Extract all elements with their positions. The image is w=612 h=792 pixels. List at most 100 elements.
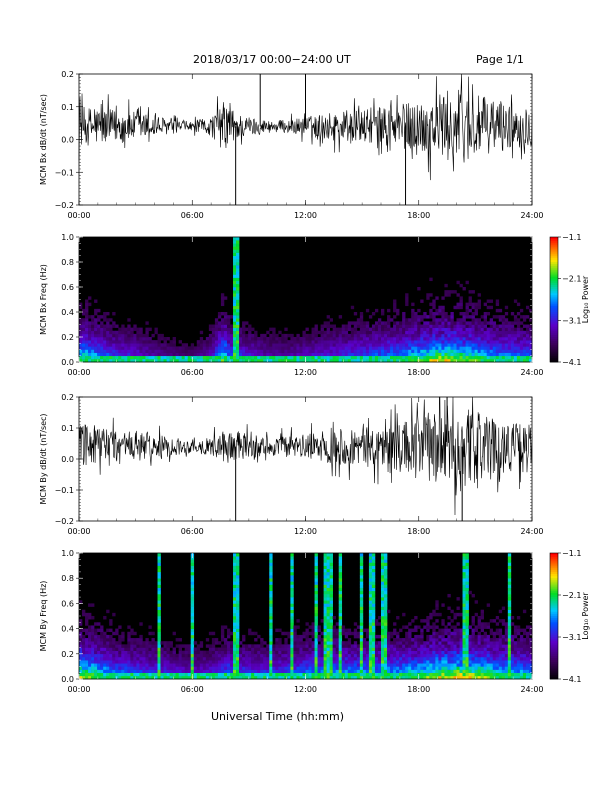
spectro-cell (390, 656, 394, 661)
spectro-cell (344, 333, 349, 338)
spectro-cell (226, 666, 231, 670)
spectro-cell (450, 333, 454, 338)
spectro-cell (462, 346, 466, 350)
spectro-cell (236, 308, 240, 313)
spectro-cell (353, 641, 358, 645)
spectro-cell (314, 663, 318, 667)
spectro-cell (326, 568, 330, 573)
spectro-cell (513, 358, 518, 363)
spectro-cell (299, 650, 303, 655)
spectro-cell (145, 656, 149, 661)
spectro-cell (420, 349, 424, 353)
spectro-cell (220, 663, 225, 667)
spectro-cell (236, 355, 240, 360)
spectro-cell (314, 641, 318, 645)
spectro-cell (272, 337, 276, 341)
spectro-cell (362, 358, 367, 363)
spectro-cell (257, 634, 261, 639)
spectro-cell (112, 660, 116, 664)
spectro-cell (178, 644, 182, 648)
spectro-cell (341, 330, 346, 335)
spectro-cell (332, 653, 336, 658)
spectro-cell (130, 647, 134, 651)
spectro-cell (217, 330, 222, 335)
spectro-cell (477, 293, 481, 297)
spectro-cell (82, 634, 86, 639)
spectro-cell (450, 666, 454, 670)
spectro-cell (284, 358, 288, 363)
spectro-cell (109, 355, 113, 360)
spectro-cell (480, 660, 484, 664)
spectro-cell (320, 672, 324, 677)
spectro-cell (341, 644, 346, 648)
y-tick-label: 0.1 (61, 424, 74, 433)
spectro-cell (220, 318, 225, 322)
spectro-cell (287, 666, 291, 670)
spectro-cell (100, 656, 104, 661)
spectro-cell (329, 562, 333, 566)
spectro-cell (299, 669, 303, 673)
spectro-cell (335, 340, 340, 344)
spectro-cell (462, 349, 466, 353)
spectro-cell (94, 631, 98, 636)
spectro-cell (190, 619, 195, 623)
spectro-cell (160, 675, 164, 680)
spectro-cell (106, 340, 110, 344)
spectro-cell (335, 622, 340, 626)
spectro-cell (88, 650, 92, 655)
spectro-cell (432, 638, 436, 642)
spectro-cell (444, 352, 448, 357)
spectro-cell (453, 634, 457, 639)
spectro-cell (326, 565, 330, 570)
spectro-cell (139, 340, 143, 344)
spectro-cell (82, 327, 86, 332)
spectro-cell (498, 346, 503, 350)
spectro-cell (429, 330, 433, 335)
spectro-cell (402, 355, 406, 360)
spectro-cell (498, 634, 503, 639)
spectro-cell (169, 346, 173, 350)
y-tick-label: 0.8 (61, 258, 74, 267)
spectro-cell (166, 660, 170, 664)
spectro-cell (456, 597, 460, 601)
spectro-cell (190, 343, 195, 347)
spectro-cell (432, 327, 436, 332)
spectro-cell (414, 647, 418, 651)
spectro-cell (314, 568, 318, 573)
spectro-cell (248, 660, 252, 664)
spectro-cell (359, 619, 364, 623)
spectro-cell (326, 337, 330, 341)
spectro-cell (251, 647, 255, 651)
spectro-cell (447, 321, 451, 325)
spectro-cell (489, 675, 494, 680)
spectro-cell (314, 647, 318, 651)
spectro-cell (85, 641, 89, 645)
spectro-cell (347, 653, 352, 658)
spectro-cell (492, 644, 497, 648)
spectro-cell (423, 321, 427, 325)
spectro-cell (453, 340, 457, 344)
spectro-cell (359, 603, 364, 607)
spectro-cell (190, 590, 195, 595)
spectro-cell (374, 656, 379, 661)
spectro-cell (239, 343, 243, 347)
spectro-cell (211, 663, 216, 667)
spectro-cell (205, 352, 210, 357)
spectro-cell (139, 333, 143, 338)
spectro-cell (130, 358, 134, 363)
spectro-cell (148, 656, 152, 661)
spectro-cell (513, 352, 518, 357)
spectro-cell (311, 327, 315, 332)
spectro-cell (480, 634, 484, 639)
spectro-cell (432, 663, 436, 667)
spectro-cell (85, 653, 89, 658)
spectro-cell (260, 663, 264, 667)
spectro-cell (359, 666, 364, 670)
spectro-cell (121, 650, 125, 655)
spectro-cell (381, 606, 385, 610)
spectro-cell (423, 340, 427, 344)
spectro-cell (281, 358, 285, 363)
y-tick-label: 0.4 (61, 308, 74, 317)
spectro-cell (239, 346, 243, 350)
spectro-cell (245, 358, 249, 363)
